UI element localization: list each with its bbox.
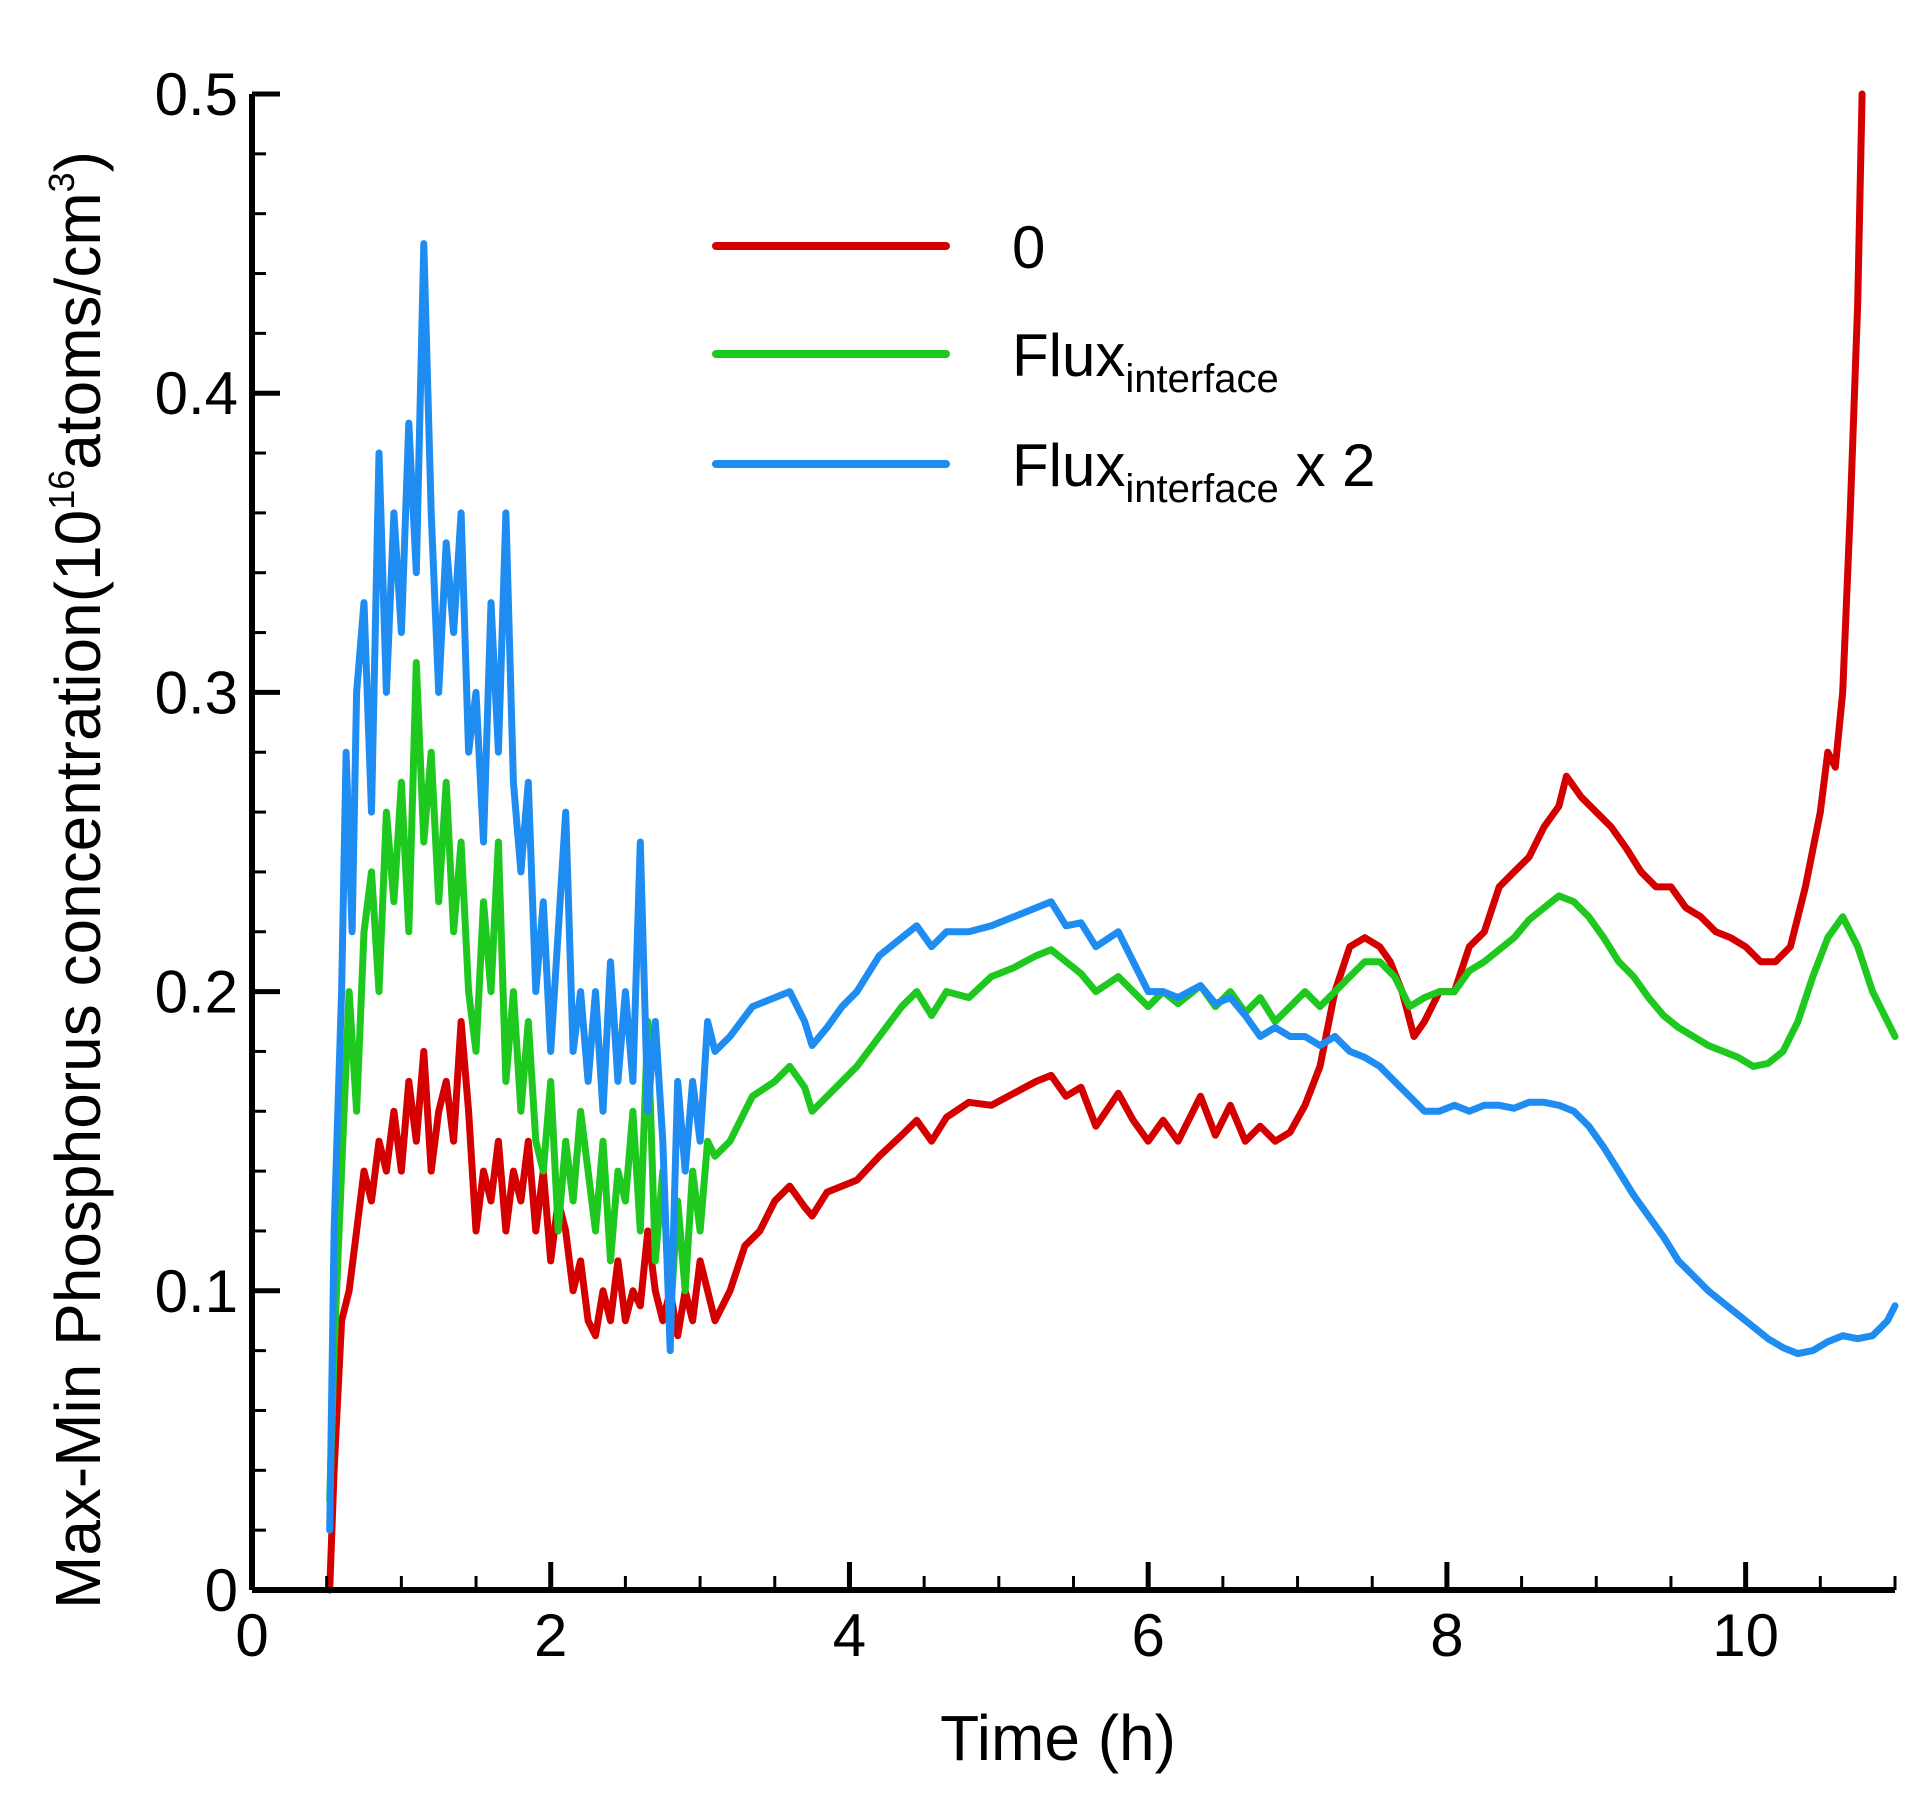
legend-label-subscript: interface (1125, 357, 1278, 401)
y-axis-title-main: Max-Min Phosphorus concentration(10 (42, 510, 114, 1609)
x-tick-label: 8 (1430, 1602, 1463, 1669)
legend-label-suffix: x 2 (1279, 432, 1376, 499)
legend-label-2: Fluxinterface x 2 (1012, 432, 1376, 511)
legend-label-1: Fluxinterface (1012, 322, 1279, 401)
y-tick-label: 0.5 (155, 61, 238, 128)
legend-label-main: 0 (1012, 214, 1045, 281)
legend-label-0: 0 (1012, 214, 1045, 281)
y-tick-label: 0.3 (155, 659, 238, 726)
x-axis-title: Time (h) (940, 1702, 1176, 1774)
x-tick-label: 2 (534, 1602, 567, 1669)
legend-label-subscript: interface (1125, 467, 1278, 511)
tick-label-layer: 0 2 4 6 8 10 0 0.1 0.2 0.3 0.4 0.5 (155, 61, 1779, 1669)
series-line-1 (326, 659, 1899, 1504)
x-tick-label: 6 (1131, 1602, 1164, 1669)
y-axis-title-exponent: 16 (41, 470, 82, 510)
y-tick-label: 0 (205, 1557, 238, 1624)
y-axis-title: Max-Min Phosphorus concentration(1016ato… (41, 151, 114, 1609)
series-layer (326, 90, 1899, 1594)
series-line-0 (326, 90, 1866, 1594)
legend-label-main: Flux (1012, 432, 1125, 499)
legend-label-main: Flux (1012, 322, 1125, 389)
x-tick-label: 10 (1712, 1602, 1779, 1669)
series-line-2 (326, 240, 1899, 1534)
y-axis-title-close: ) (42, 151, 114, 172)
y-tick-label: 0.2 (155, 959, 238, 1026)
y-axis-title-unit-exponent: 3 (41, 172, 82, 192)
y-tick-label: 0.4 (155, 360, 238, 427)
x-tick-label: 0 (235, 1602, 268, 1669)
x-tick-label: 4 (833, 1602, 866, 1669)
y-tick-label: 0.1 (155, 1258, 238, 1325)
y-axis-title-units: atoms/cm (42, 192, 114, 469)
axis-layer (249, 91, 1897, 1593)
